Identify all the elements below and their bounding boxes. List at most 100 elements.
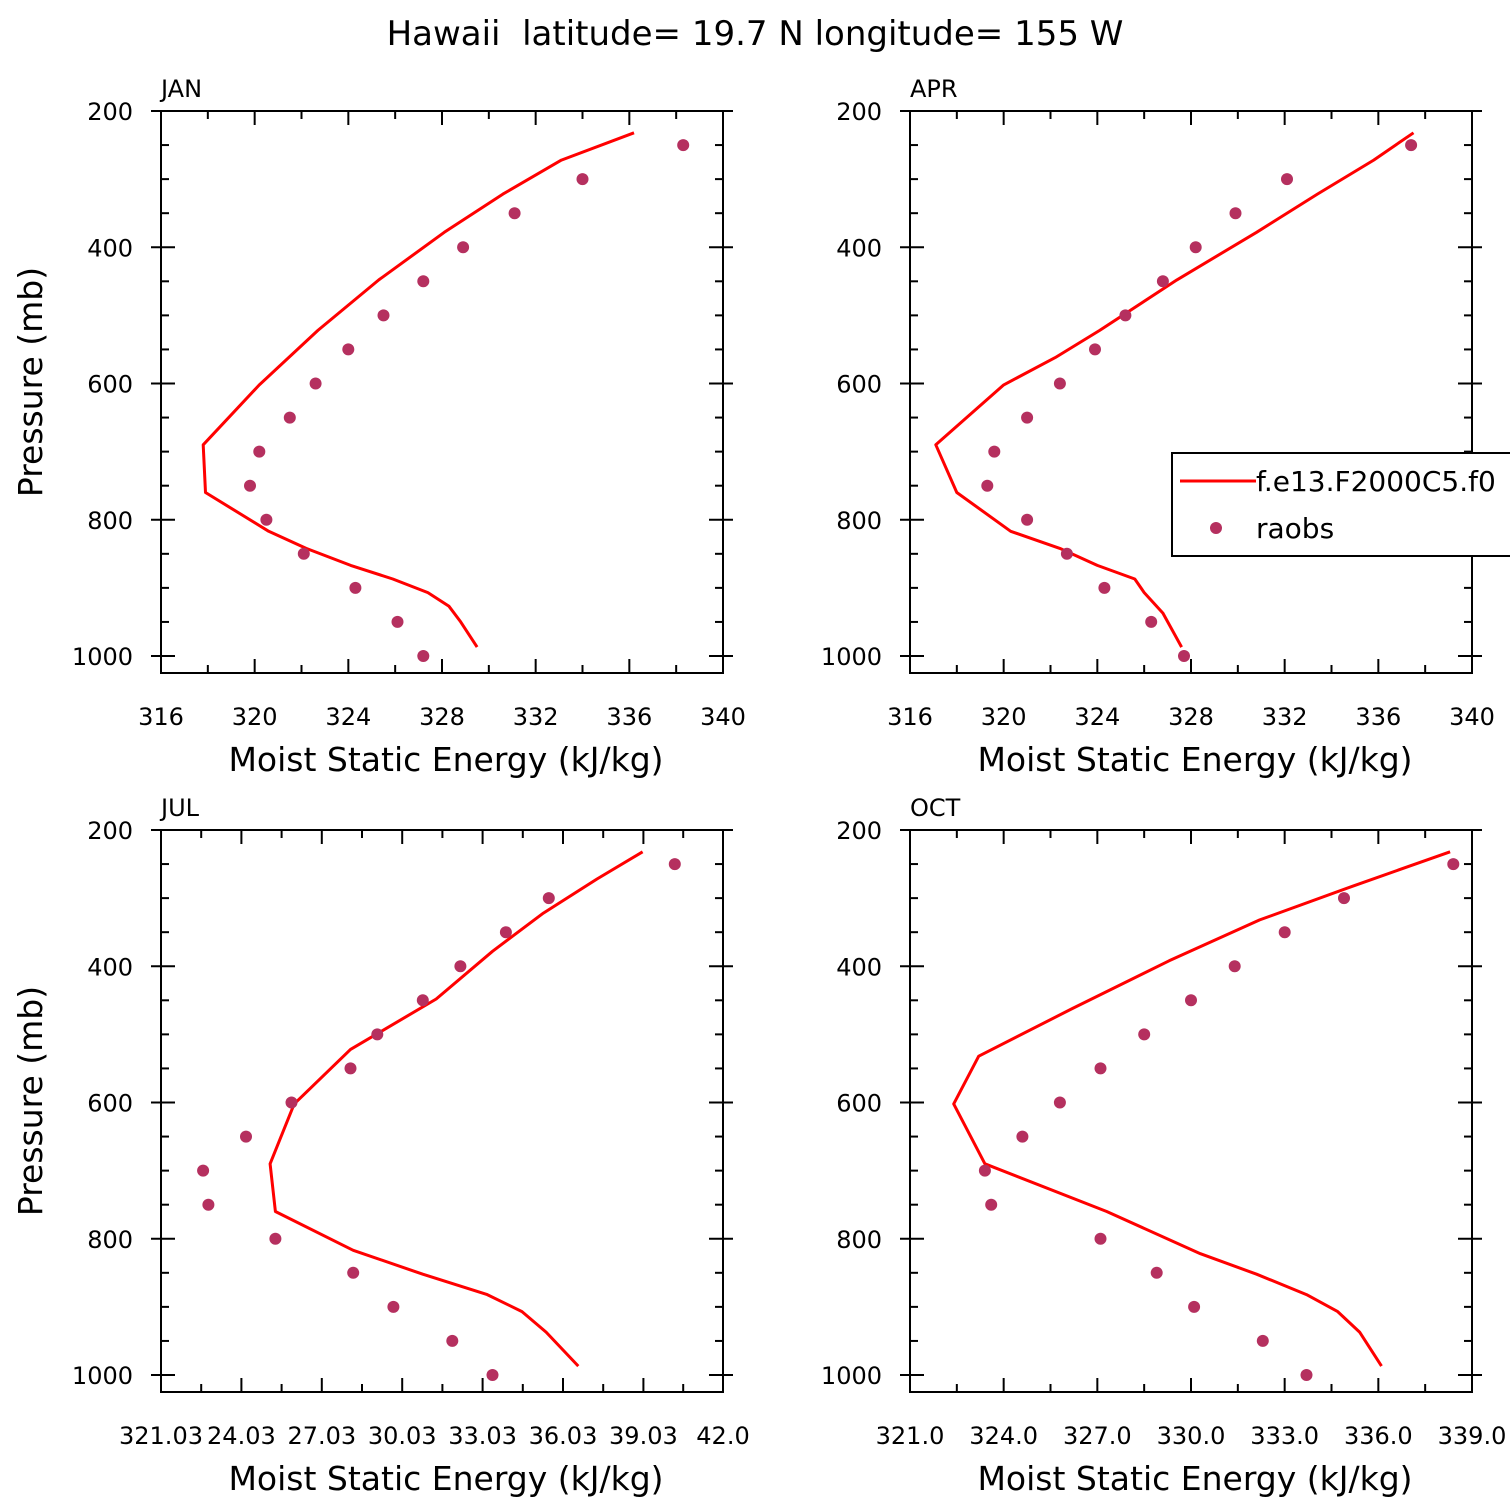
panel-jul: JUL 321.03 24.03 27.03 30.03 33.03 36.03 39.03 4…: [11, 794, 750, 1498]
x-axis-label: Moist Static Energy (kJ/kg): [977, 740, 1412, 779]
raobs-point: [1021, 411, 1034, 424]
raobs-point: [1098, 581, 1111, 594]
y-tick-label: 1000: [821, 643, 882, 671]
model-line: [268, 850, 644, 1368]
model-line: [201, 131, 635, 648]
raobs-point: [1089, 343, 1101, 356]
x-tick-label: 339.0: [1438, 1422, 1507, 1450]
x-tick-label: 36.03: [529, 1422, 598, 1450]
raobs-point: [197, 1164, 210, 1177]
raobs-point: [978, 1164, 991, 1177]
panel-title: OCT: [910, 794, 961, 822]
y-tick-label: 600: [87, 1090, 133, 1118]
y-axis-label: Pressure (mb): [11, 986, 50, 1216]
raobs-point: [1094, 1232, 1107, 1245]
y-tick-label: 200: [836, 98, 882, 126]
panel-apr: APR 316 320 324 328 332 336 340 200 400 600 800 1000…: [821, 75, 1510, 779]
y-tick-label: 200: [87, 817, 133, 845]
raobs-point: [1228, 960, 1241, 973]
raobs-point: [1447, 858, 1460, 871]
raobs-point: [454, 960, 467, 973]
y-tick-label: 1000: [821, 1362, 882, 1390]
raobs-point: [391, 615, 404, 628]
raobs-point: [668, 858, 681, 871]
y-tick-label: 800: [836, 1226, 882, 1254]
y-tick-label: 400: [836, 234, 882, 262]
raobs-point: [1016, 1130, 1029, 1143]
figure-title: Hawaii latitude= 19.7 N longitude= 155 W: [387, 14, 1124, 54]
raobs-point: [446, 1334, 459, 1347]
legend-label-model: f.e13.F2000C5.f0: [1256, 465, 1496, 498]
raobs-point: [344, 1062, 357, 1075]
x-tick-label: 336: [606, 703, 652, 731]
raobs-point: [417, 650, 430, 662]
raobs-point: [240, 1130, 252, 1143]
x-tick-label: 33.03: [448, 1422, 517, 1450]
raobs-point: [981, 479, 994, 492]
model-line: [934, 131, 1415, 648]
panel-jan: JAN 316 320 324 328 332 336 340 200 400 600 800 1000…: [11, 75, 746, 779]
x-tick-label: 328: [419, 703, 465, 731]
x-tick-label: 27.03: [287, 1422, 356, 1450]
x-tick-label: 324: [1074, 703, 1120, 731]
raobs-point: [283, 411, 296, 424]
x-tick-label: 332: [1262, 703, 1308, 731]
x-tick-label: 340: [700, 703, 746, 731]
legend-box: [1171, 452, 1510, 557]
legend-label-raobs: raobs: [1256, 512, 1334, 545]
y-tick-label: 800: [836, 507, 882, 535]
x-tick-label: 316: [138, 703, 184, 731]
raobs-point: [1060, 547, 1073, 560]
raobs-point: [285, 1096, 298, 1109]
raobs-point: [1150, 1266, 1163, 1279]
raobs-point: [297, 547, 310, 560]
raobs-point: [985, 1198, 998, 1211]
x-tick-label: 320: [981, 703, 1027, 731]
raobs-point: [1021, 513, 1034, 526]
x-tick-label: 328: [1168, 703, 1214, 731]
x-tick-label: 42.0: [696, 1422, 749, 1450]
raobs-point: [1338, 892, 1350, 905]
raobs-point: [1053, 377, 1066, 390]
raobs-point: [1138, 1028, 1151, 1041]
panel-oct: OCT 321.0 324.0 327.0 330.0 333.0 336.0 339.0 20…: [821, 794, 1506, 1498]
x-axis-label: Moist Static Energy (kJ/kg): [977, 1459, 1412, 1498]
raobs-point: [349, 581, 362, 594]
x-tick-label: 336: [1355, 703, 1401, 731]
raobs-point: [1256, 1334, 1269, 1347]
x-tick-label: 320: [232, 703, 278, 731]
raobs-point: [1119, 309, 1132, 322]
y-axis-label: Pressure (mb): [11, 267, 50, 497]
x-tick-label: 327.0: [1063, 1422, 1132, 1450]
raobs-point: [1094, 1062, 1107, 1075]
x-tick-label: 336.0: [1344, 1422, 1413, 1450]
panel-title: JUL: [159, 794, 200, 822]
x-tick-label: 324.0: [969, 1422, 1038, 1450]
x-axis-label: Moist Static Energy (kJ/kg): [228, 1459, 663, 1498]
raobs-point: [377, 309, 390, 322]
raobs-point: [342, 343, 355, 356]
x-tick-label: 39.03: [609, 1422, 678, 1450]
panel-title: APR: [910, 75, 958, 103]
raobs-point: [269, 1232, 282, 1245]
raobs-point: [309, 377, 322, 390]
x-tick-label: 330.0: [1157, 1422, 1226, 1450]
raobs-point: [1188, 1300, 1201, 1313]
x-tick-label: 324: [325, 703, 371, 731]
legend-point-swatch: [1210, 522, 1222, 534]
x-tick-label: 321.0: [876, 1422, 945, 1450]
raobs-point: [988, 445, 1001, 458]
legend: f.e13.F2000C5.f0 raobs: [1171, 452, 1510, 557]
y-tick-label: 400: [87, 234, 133, 262]
raobs-point: [347, 1266, 360, 1279]
raobs-point: [508, 207, 521, 220]
raobs-point: [1189, 241, 1202, 254]
raobs-point: [1405, 139, 1418, 152]
raobs-point: [244, 479, 256, 492]
raobs-point: [260, 513, 273, 526]
raobs-point: [1156, 275, 1169, 288]
raobs-point: [202, 1198, 215, 1211]
raobs-point: [417, 275, 430, 288]
y-tick-label: 1000: [72, 643, 133, 671]
x-tick-label: 24.03: [207, 1422, 276, 1450]
